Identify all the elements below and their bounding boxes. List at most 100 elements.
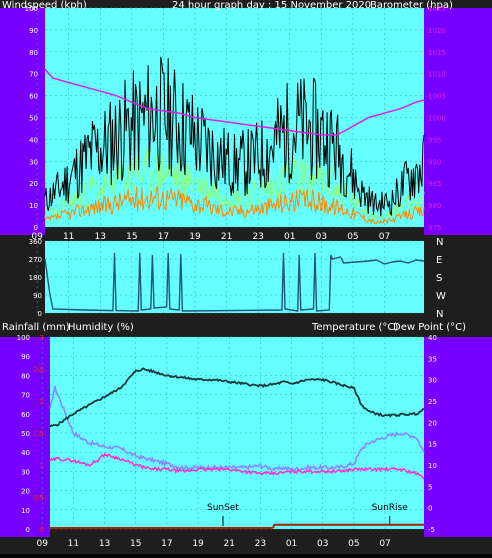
temperature-y-tick-label: 10	[428, 462, 437, 470]
wind-x-tick-label: 21	[221, 232, 232, 242]
temp-x-tick-label: 01	[286, 539, 297, 549]
humidity-y-tick-label: 100	[17, 334, 30, 342]
wind-x-tick-label: 23	[252, 232, 263, 242]
barometer-axis-title: Barometer (hpa)	[370, 0, 453, 11]
compass-tick-label: N	[436, 237, 443, 248]
temperature-y-tick-label: 25	[428, 398, 437, 406]
barometer-line	[44, 68, 425, 136]
humidity-y-tick-label: 30	[21, 468, 30, 476]
wind-x-tick-label: 05	[347, 232, 358, 242]
wind-direction-line	[44, 252, 425, 312]
wind-x-tick-label: 03	[316, 232, 327, 242]
temperature-y-tick-label: 30	[428, 377, 437, 385]
humidity-axis-title: Humidity (%)	[68, 322, 134, 333]
temperature-axis-title: Temperature (°C)	[311, 322, 398, 333]
wind-x-tick-label: 17	[158, 232, 169, 242]
wind-y-tick-label: 60	[29, 93, 38, 101]
temperature-y-tick-label: 20	[428, 419, 437, 427]
bottom-left-margin	[0, 337, 50, 537]
humidity-y-tick-label: 70	[21, 392, 30, 400]
temperature-y-tick-label: 5	[428, 483, 432, 491]
temperature-y-tick-label: -5	[428, 526, 435, 534]
temp-series-dew-point	[49, 452, 425, 480]
barometer-y-tick-label: 995	[428, 136, 441, 144]
rainfall-y-tick-label: 3	[40, 334, 44, 342]
temp-x-tick-label: 11	[68, 539, 79, 549]
barometer-y-tick-label: 1010	[428, 71, 446, 79]
sun-event-label: SunSet	[207, 503, 239, 513]
wind-y-tick-label: 20	[29, 180, 38, 188]
temp-x-tick-label: 03	[317, 539, 328, 549]
wind-x-tick-label: 09	[31, 232, 43, 242]
barometer-y-tick-label: 1005	[428, 93, 446, 101]
wind-x-tick-label: 13	[95, 232, 106, 242]
humidity-y-tick-label: 60	[21, 411, 30, 419]
wind-y-tick-label: 50	[29, 115, 38, 123]
barometer-y-tick-label: 985	[428, 180, 441, 188]
rainfall-y-tick-label: 2	[40, 398, 44, 406]
rainfall-y-tick-label: 0.5	[33, 494, 44, 502]
dewpoint-axis-title: Dew Point (°C)	[393, 322, 466, 333]
temp-x-tick-label: 09	[36, 539, 48, 549]
temp-x-tick-label: 05	[348, 539, 359, 549]
temp-x-tick-label: 13	[99, 539, 110, 549]
compass-tick-label: E	[436, 255, 442, 266]
humidity-y-tick-label: 10	[21, 507, 30, 515]
temperature-y-tick-label: 15	[428, 441, 437, 449]
rainfall-y-tick-label: 1.5	[33, 430, 44, 438]
temp-x-tick-label: 23	[255, 539, 266, 549]
barometer-y-tick-label: 990	[428, 158, 441, 166]
sun-event-label: SunRise	[372, 503, 409, 513]
top-right-margin	[424, 8, 492, 235]
direction-y-tick-label: 180	[29, 274, 42, 282]
temp-x-tick-label: 21	[223, 539, 234, 549]
temp-series-temperature	[49, 367, 425, 428]
rainfall-y-tick-label: 1	[40, 462, 44, 470]
wind-x-tick-label: 07	[379, 232, 390, 242]
humidity-y-tick-label: 90	[21, 353, 30, 361]
wind-y-tick-label: 40	[29, 136, 38, 144]
temperature-y-tick-label: 40	[428, 334, 437, 342]
tick-layer: 0102030405060708090100975980985990995100…	[17, 5, 446, 549]
temp-x-tick-label: 07	[379, 539, 390, 549]
direction-y-tick-label: 0	[38, 310, 42, 318]
compass-tick-label: N	[436, 309, 443, 320]
grid-layer	[36, 7, 424, 530]
chart-title: 24 hour graph day : 15 November 2020	[172, 0, 371, 11]
compass-tick-label: W	[436, 291, 446, 302]
wind-x-tick-label: 01	[284, 232, 295, 242]
wind-axis-title: Windspeed (kph)	[2, 0, 87, 11]
barometer-y-tick-label: 1000	[428, 115, 446, 123]
barometer-y-tick-label: 1015	[428, 49, 446, 57]
humidity-y-tick-label: 40	[21, 449, 30, 457]
barometer-y-tick-label: 975	[428, 224, 441, 232]
barometer-y-tick-label: 1020	[428, 27, 446, 35]
wind-y-tick-label: 10	[29, 202, 38, 210]
wind-y-tick-label: 90	[29, 27, 38, 35]
wind-x-tick-label: 15	[126, 232, 137, 242]
wind-y-tick-label: 80	[29, 49, 38, 57]
temp-series-humidity	[49, 385, 425, 472]
rainfall-y-tick-label: 2.5	[33, 366, 44, 374]
wind-x-tick-label: 19	[189, 232, 201, 242]
humidity-y-tick-label: 20	[21, 488, 30, 496]
temp-x-tick-label: 17	[161, 539, 172, 549]
humidity-y-tick-label: 0	[26, 526, 30, 534]
top-left-margin	[0, 8, 45, 235]
direction-y-tick-label: 270	[29, 256, 42, 264]
temp-series-rainfall	[50, 523, 424, 529]
wind-y-tick-label: 0	[34, 224, 38, 232]
barometer-y-tick-label: 1025	[428, 5, 446, 13]
series-layer	[44, 56, 425, 529]
bottom-right-margin	[424, 337, 492, 537]
rainfall-axis-title: Rainfall (mm)	[2, 322, 70, 333]
wind-y-tick-label: 30	[29, 158, 38, 166]
humidity-y-tick-label: 50	[21, 430, 30, 438]
rainfall-y-tick-label: 0	[40, 526, 44, 534]
temp-x-tick-label: 19	[192, 539, 204, 549]
direction-y-tick-label: 90	[33, 292, 42, 300]
barometer-y-tick-label: 980	[428, 202, 441, 210]
wind-y-tick-label: 70	[29, 71, 38, 79]
